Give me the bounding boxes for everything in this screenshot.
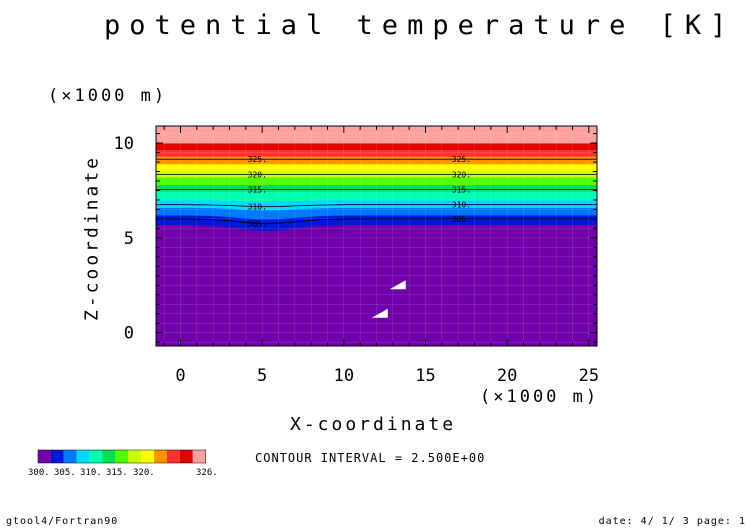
colorbar-swatch-2 (63, 450, 77, 463)
contour-label-305-0: 305. (248, 219, 267, 228)
contour-label-320-0: 320. (248, 170, 267, 179)
y-tick-label: 5 (124, 229, 134, 249)
colorbar-swatch-0 (38, 450, 51, 463)
x-unit-label: (×1000 m) (480, 387, 600, 407)
colorbar-label-5: 326. (196, 468, 218, 478)
contour-label-320-1: 320. (452, 170, 471, 179)
contour-label-310-0: 310. (248, 203, 267, 212)
tick-layer: 0 5 10 15 20 25 0 5 10 (114, 126, 599, 386)
colorbar-swatch-12 (192, 450, 206, 463)
colorbar-swatch-4 (89, 450, 103, 463)
contour-line-310 (156, 204, 597, 208)
white-marker-0 (389, 280, 406, 290)
footer-program: gtool4/Fortran90 (6, 516, 119, 527)
colorbar-swatch-8 (141, 450, 155, 463)
colorbar-label-2: 310. (80, 468, 102, 478)
y-unit-label: (×1000 m) (48, 86, 168, 106)
colorbar-label-3: 315. (106, 468, 128, 478)
contour-label-325-0: 325. (248, 155, 267, 164)
contour-label-315-0: 315. (248, 186, 267, 195)
colorbar: 300. 305. 310. 315. 320. 326. (28, 449, 218, 478)
y-axis-label: Z-coordinate (81, 154, 103, 322)
colorbar-swatch-9 (154, 450, 167, 463)
x-axis-label: X-coordinate (290, 414, 457, 435)
colorbar-swatch-6 (115, 450, 129, 463)
chart-title: potential temperature [K] (104, 10, 736, 41)
x-tick-label: 20 (497, 366, 517, 386)
footer-date-page: date: 4/ 1/ 3 page: 1 (598, 516, 746, 527)
contour-layer: 305. 305. 310. 310. 315. 315. 320. 320. 325. 325. (156, 155, 597, 228)
contour-line-305 (156, 218, 597, 225)
contour-interval-label: CONTOUR INTERVAL = 2.500E+00 (255, 451, 486, 465)
marker-layer (371, 280, 406, 318)
colorbar-swatch-10 (167, 450, 180, 463)
white-marker-1 (371, 308, 388, 318)
x-tick-label: 5 (257, 366, 267, 386)
colorbar-swatch-11 (179, 450, 193, 463)
colorbar-label-4: 320. (133, 468, 155, 478)
y-tick-label: 0 (124, 324, 134, 344)
contour-label-310-1: 310. (452, 201, 471, 210)
y-tick-label: 10 (114, 134, 134, 154)
colorbar-swatch-7 (128, 450, 142, 463)
colorbar-swatch-3 (76, 450, 90, 463)
colorbar-swatch-1 (50, 450, 64, 463)
colorbar-swatch-5 (102, 450, 116, 463)
contour-label-325-1: 325. (452, 155, 471, 164)
contour-label-315-1: 315. (452, 186, 471, 195)
colorbar-label-0: 300. (28, 468, 50, 478)
colorbar-label-1: 305. (54, 468, 76, 478)
x-tick-label: 25 (579, 366, 599, 386)
x-tick-label: 15 (415, 366, 435, 386)
x-tick-label: 0 (175, 366, 185, 386)
contour-label-305-1: 305. (452, 215, 471, 224)
x-tick-label: 10 (334, 366, 354, 386)
colorbar-frame (37, 449, 206, 464)
